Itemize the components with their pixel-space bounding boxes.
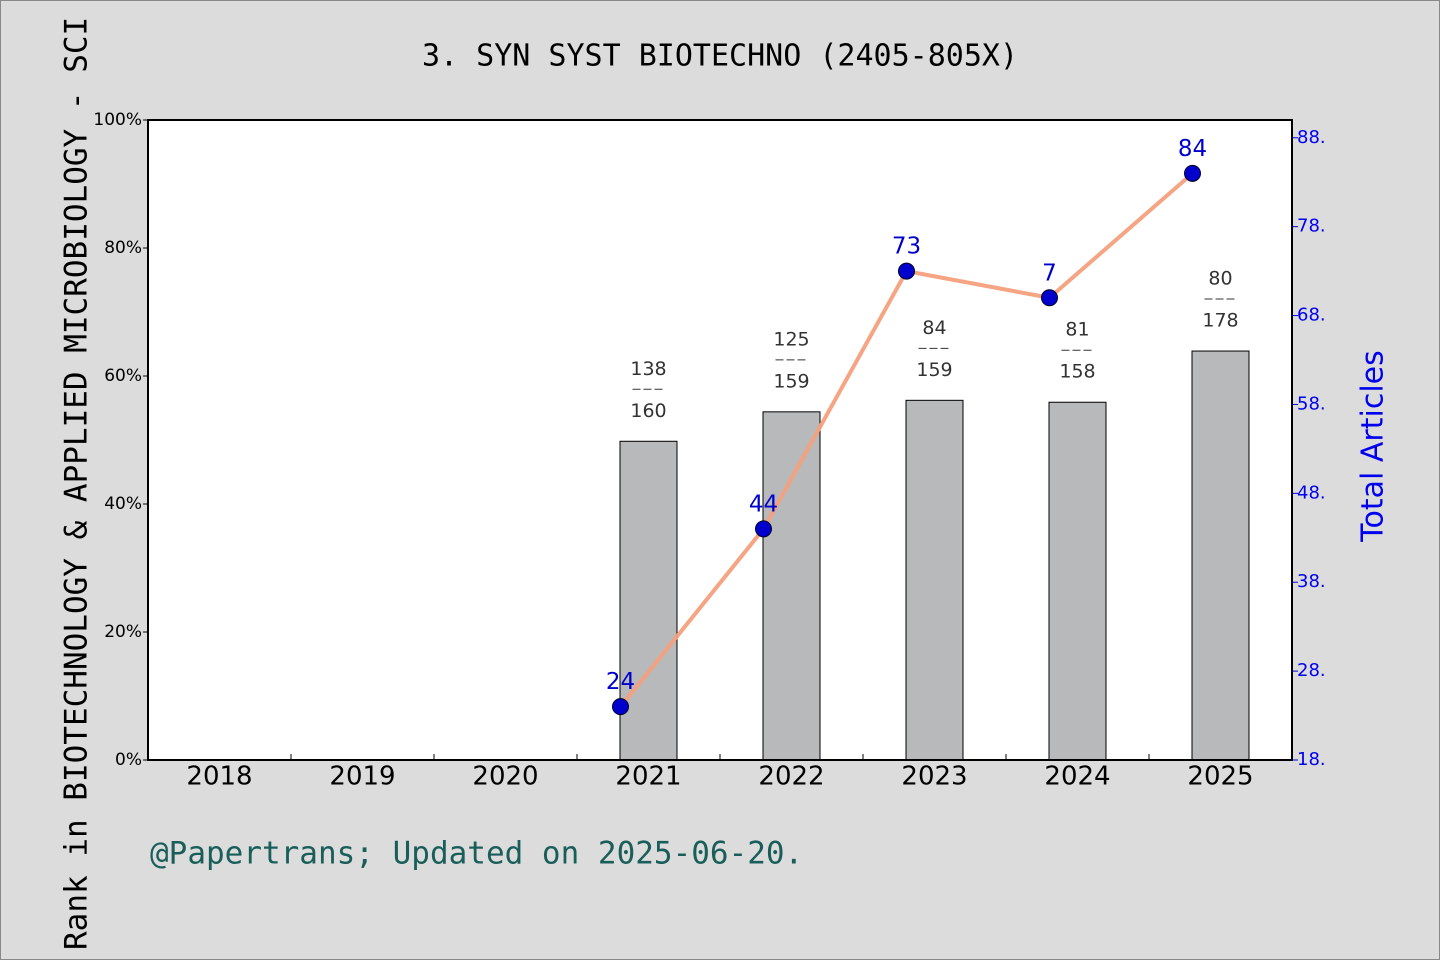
x-tick-label: 2022: [758, 762, 824, 792]
y-tick-label: 40%: [104, 494, 142, 514]
footer: @Papertrans; Updated on 2025-06-20.: [150, 836, 803, 872]
bar-total: 178: [1202, 310, 1238, 332]
bar: [905, 399, 964, 761]
y2-tick-label: 88.: [1297, 127, 1326, 148]
y-tick-label: 80%: [104, 238, 142, 258]
y2-tick-label: 28.: [1297, 660, 1326, 681]
bar: [762, 411, 821, 761]
bar-rank: 81: [1065, 319, 1089, 341]
y-tick-label: 100%: [93, 110, 142, 130]
x-tick-label: 2019: [329, 762, 395, 792]
y2-tick-label: 48.: [1297, 482, 1326, 503]
y2-tick-label: 68.: [1297, 305, 1326, 326]
x-tick-label: 2025: [1187, 762, 1253, 792]
point-label: 44: [749, 491, 778, 517]
x-tick-label: 2021: [615, 762, 681, 792]
bar-rank: 125: [773, 328, 809, 350]
x-tick-label: 2024: [1044, 762, 1110, 792]
point-label: 7: [1042, 260, 1057, 286]
point: [898, 262, 915, 280]
y2-tick-label: 18.: [1297, 749, 1326, 770]
bar: [1048, 401, 1107, 761]
bar-rank: 80: [1208, 268, 1232, 290]
y-tick-label: 0%: [115, 750, 142, 770]
bar-total: 158: [1059, 361, 1095, 383]
chart-title: 3. SYN SYST BIOTECHNO (2405-805X): [422, 39, 1018, 74]
point-label: 24: [606, 669, 635, 695]
y2-tick-label: 38.: [1297, 571, 1326, 592]
point: [1184, 164, 1201, 182]
bar-rank: 138: [630, 358, 666, 380]
bar-total: 159: [916, 359, 952, 381]
plot-area: [148, 120, 1292, 760]
x-tick-label: 2020: [472, 762, 538, 792]
y2-tick-label: 78.: [1297, 216, 1326, 237]
point: [612, 698, 629, 716]
point: [1041, 289, 1058, 307]
bar-rank: 84: [922, 317, 946, 339]
bar-total: 160: [630, 400, 666, 422]
y-tick-label: 20%: [104, 622, 142, 642]
point: [755, 520, 772, 538]
bar: [619, 440, 678, 761]
bar-total: 159: [773, 370, 809, 392]
x-tick-label: 2018: [186, 762, 252, 792]
plot-border: [147, 119, 1293, 761]
point-label: 73: [892, 234, 921, 260]
bar: [1191, 350, 1250, 761]
y-axis-label: Rank in BIOTECHNOLOGY & APPLIED MICROBIO…: [59, 17, 95, 950]
x-tick-label: 2023: [901, 762, 967, 792]
y2-tick-label: 58.: [1297, 393, 1326, 414]
y-tick-label: 60%: [104, 366, 142, 386]
y2-axis-label: Total Articles: [1356, 350, 1391, 542]
point-label: 84: [1178, 136, 1207, 162]
